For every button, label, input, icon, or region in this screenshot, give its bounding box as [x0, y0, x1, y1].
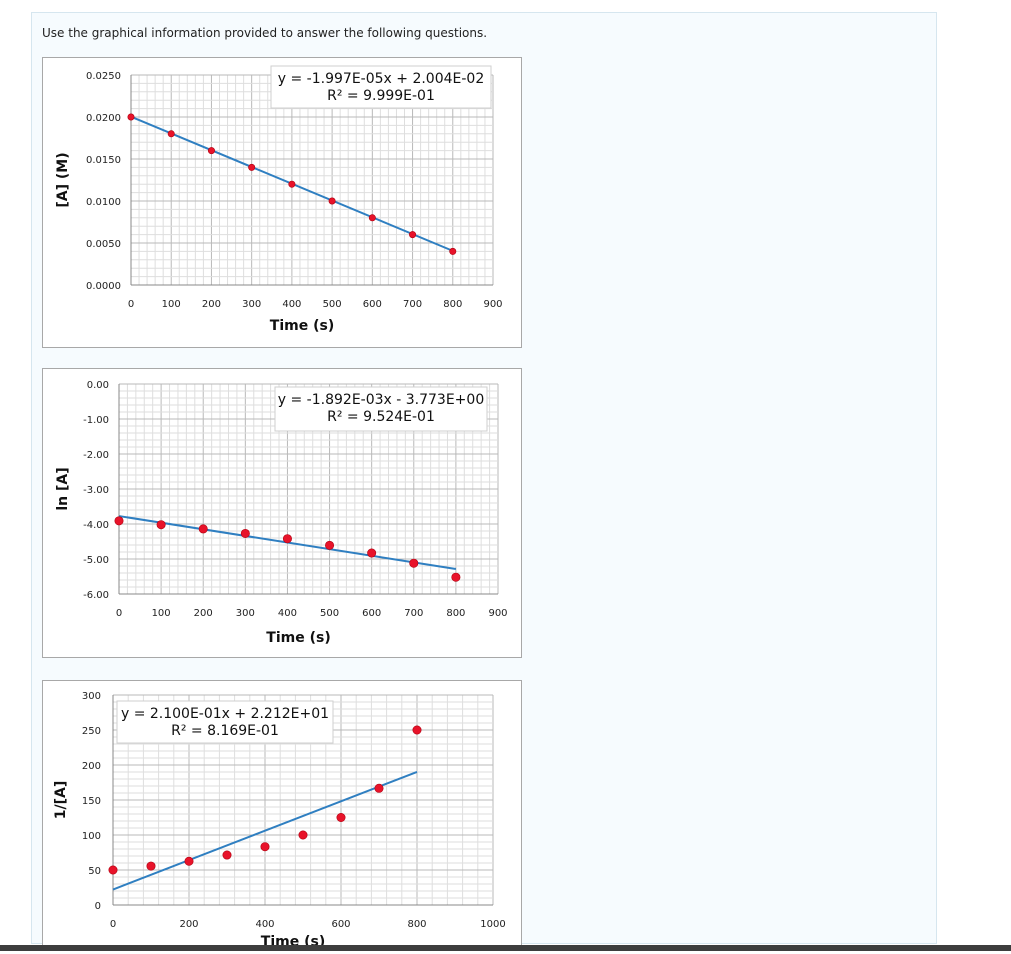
equation-box: [270, 65, 492, 109]
y-tick-label: 50: [88, 866, 101, 877]
data-point: [184, 856, 194, 866]
data-point: [374, 783, 384, 793]
data-point: [167, 130, 175, 138]
x-axis-title: Time (s): [270, 318, 334, 334]
chart-svg: 0 200 400 600 800 1000050100150200250300Time …: [53, 691, 506, 950]
x-tick-label: 100: [162, 299, 181, 310]
data-point: [409, 231, 417, 239]
data-point: [127, 113, 135, 121]
trendline: [112, 770, 418, 891]
x-tick-label: 1000: [480, 919, 505, 930]
y-tick-label: 200: [82, 761, 101, 772]
x-tick-label: 200: [202, 299, 221, 310]
chart-inverse-concentration-vs-time: 0 200 400 600 800 1000 0 50 100 150 200 250 300 Time …: [42, 680, 522, 950]
x-tick-label: 300: [242, 299, 261, 310]
equation-box: [274, 386, 488, 432]
y-tick-label: 250: [82, 726, 101, 737]
x-tick-label: 300: [236, 608, 255, 619]
y-tick-label: 100: [82, 831, 101, 842]
data-point: [288, 180, 296, 188]
r-squared-label: R² = 8.169E-01: [171, 723, 279, 739]
equation-box: [116, 700, 334, 744]
y-axis-title: 1/[A]: [53, 781, 69, 820]
bottom-bar: [0, 945, 1011, 951]
data-point: [240, 528, 250, 538]
trendline-equation: y = -1.892E-03x - 3.773E+00: [278, 392, 484, 408]
data-point: [298, 830, 308, 840]
x-tick-label: 600: [363, 299, 382, 310]
y-tick-label: -1.00: [83, 415, 109, 426]
x-tick-label: 900: [483, 299, 502, 310]
data-point: [146, 861, 156, 871]
x-tick-label: 700: [404, 608, 423, 619]
data-point: [336, 813, 346, 823]
y-tick-label: 0.0050: [86, 239, 121, 250]
data-point: [248, 163, 256, 171]
y-tick-label: -2.00: [83, 450, 109, 461]
y-tick-label: -5.00: [83, 555, 109, 566]
x-tick-label: 900: [488, 608, 507, 619]
y-axis-title: [A] (M): [55, 152, 71, 207]
data-point: [198, 524, 208, 534]
y-tick-label: 0.0000: [86, 281, 121, 292]
x-tick-label: 0: [128, 299, 134, 310]
x-tick-label: 600: [331, 919, 350, 930]
chart-concentration-vs-time: 0 100 200 300 400 500 600 700 800 900 0.0000 0.0050…: [42, 57, 522, 348]
y-tick-label: 0: [95, 901, 101, 912]
x-tick-label: 400: [282, 299, 301, 310]
x-tick-label: 200: [194, 608, 213, 619]
y-axis-title: ln [A]: [55, 467, 71, 510]
y-tick-label: 0.0250: [86, 71, 121, 82]
data-point: [325, 540, 335, 550]
x-tick-label: 800: [446, 608, 465, 619]
data-point: [222, 850, 232, 860]
x-tick-label: 100: [152, 608, 171, 619]
data-point: [260, 842, 270, 852]
chart-svg: 0 100 200 300 400 500 600 700 800 900 0.0000 0.0050…: [55, 65, 503, 334]
data-point: [207, 147, 215, 155]
data-point: [108, 865, 118, 875]
y-tick-label: 0.00: [87, 380, 109, 391]
data-point: [282, 534, 292, 544]
data-point: [412, 725, 422, 735]
y-tick-label: -3.00: [83, 485, 109, 496]
y-tick-label: -4.00: [83, 520, 109, 531]
x-tick-label: 800: [443, 299, 462, 310]
x-tick-label: 600: [362, 608, 381, 619]
y-tick-label: 300: [82, 691, 101, 702]
instruction-text: Use the graphical information provided t…: [42, 26, 488, 40]
chart-ln-concentration-vs-time: 0 100 200 300 400 500 600 700 800 900 0.00 -1.00 -2.…: [42, 368, 522, 658]
r-squared-label: R² = 9.999E-01: [327, 88, 435, 104]
x-tick-label: 0: [110, 919, 116, 930]
data-point: [449, 247, 457, 255]
data-point: [451, 572, 461, 582]
x-axis-title: Time (s): [266, 630, 330, 646]
trendline-equation: y = -1.997E-05x + 2.004E-02: [278, 71, 484, 87]
trendline-equation: y = 2.100E-01x + 2.212E+01: [121, 706, 329, 722]
x-tick-label: 0: [116, 608, 122, 619]
data-point: [328, 197, 336, 205]
x-tick-label: 800: [407, 919, 426, 930]
data-point: [368, 214, 376, 222]
y-tick-label: 0.0100: [86, 197, 121, 208]
data-point: [367, 548, 377, 558]
y-tick-label: 150: [82, 796, 101, 807]
data-point: [156, 520, 166, 530]
y-tick-label: 0.0200: [86, 113, 121, 124]
x-tick-label: 400: [255, 919, 274, 930]
x-tick-label: 200: [179, 919, 198, 930]
x-tick-label: 700: [403, 299, 422, 310]
y-tick-label: 0.0150: [86, 155, 121, 166]
data-point: [114, 516, 124, 526]
y-tick-label: -6.00: [83, 590, 109, 601]
x-tick-label: 500: [323, 299, 342, 310]
plot-area: [131, 75, 493, 285]
r-squared-label: R² = 9.524E-01: [327, 409, 435, 425]
x-tick-label: 500: [320, 608, 339, 619]
chart-svg: 0 100 200 300 400 500 600 700 800 900 0.00 -1.00 -2.…: [55, 380, 508, 646]
x-tick-label: 400: [278, 608, 297, 619]
data-point: [409, 558, 419, 568]
